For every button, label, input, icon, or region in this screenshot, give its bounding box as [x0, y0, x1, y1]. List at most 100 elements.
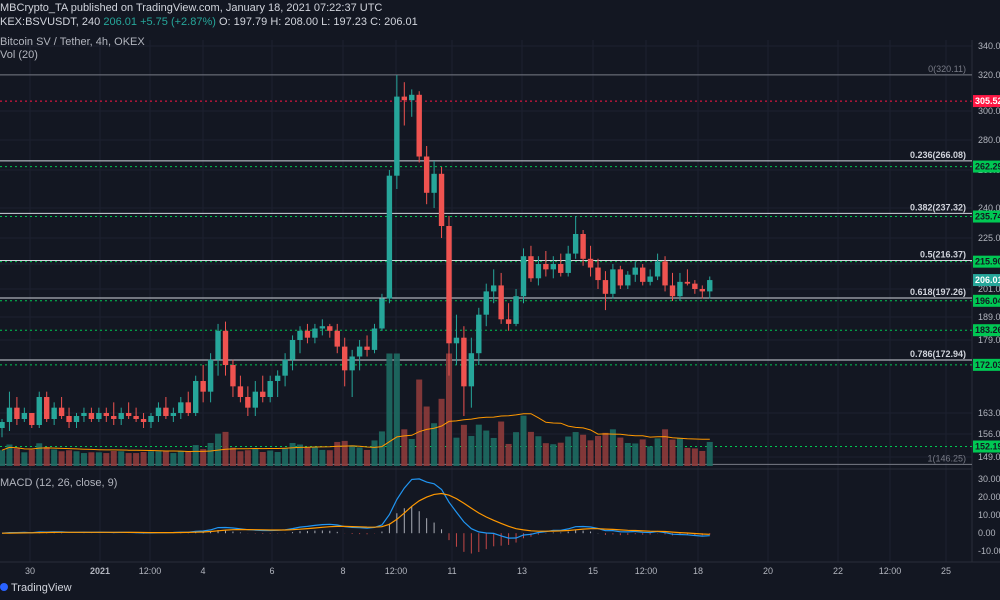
volume-ma-line — [1, 413, 710, 453]
candle-body — [699, 289, 705, 292]
candle-body — [692, 283, 698, 289]
price-tick: 320.00 — [978, 70, 1000, 80]
candle-body — [193, 381, 199, 413]
fib-label: 0.618(197.26) — [910, 287, 966, 297]
volume-bar — [609, 429, 616, 466]
low: L: 197.23 — [321, 16, 367, 28]
candle-body — [118, 413, 124, 419]
candle-body — [409, 94, 415, 101]
candle-body — [379, 298, 385, 329]
candle-body — [327, 326, 333, 331]
candle-body — [0, 422, 5, 428]
candle-body — [170, 413, 177, 416]
time-tick: 22 — [833, 566, 843, 576]
price-axis[interactable]: 340.00320.00300.00280.00260.00240.00225.… — [973, 41, 1000, 556]
volume-bar — [267, 450, 274, 466]
candle-body — [640, 267, 646, 282]
support-tag: 262.29 — [975, 162, 1000, 172]
macd-tick: 10.00 — [978, 510, 1000, 520]
volume-bar — [505, 443, 512, 466]
time-axis[interactable]: 30 2021 12:00 4 6 8 12:00 11 13 15 12:00 18 20 22 12:0… — [25, 566, 951, 576]
price-change: +5.75 (+2.87%) — [140, 16, 216, 28]
volume-bar — [282, 448, 289, 466]
chart-title: Bitcoin SV / Tether, 4h, OKEX — [0, 36, 145, 48]
candle-body — [662, 261, 668, 286]
candle-body — [260, 391, 266, 398]
candle-body — [505, 319, 512, 324]
price-tick: 163.00 — [978, 408, 1000, 418]
candle-body — [81, 413, 87, 416]
candle-body — [342, 346, 348, 371]
candle-body — [103, 413, 109, 416]
close: C: 206.01 — [370, 16, 418, 28]
candle-body — [625, 274, 631, 286]
candle-body — [513, 296, 519, 324]
volume-bar — [602, 432, 609, 466]
candle-body — [230, 365, 236, 387]
volume-bar — [289, 442, 296, 466]
publish-info: MBCrypto_TA published on TradingView.com… — [0, 2, 383, 14]
candle-body — [125, 413, 132, 416]
volume-bar — [103, 453, 110, 466]
candle-body — [304, 330, 311, 338]
macd-label[interactable]: MACD (12, 26, close, 9) — [0, 477, 118, 489]
volume-bar — [587, 440, 594, 466]
symbol[interactable]: KEX:BSVUSDT, 240 — [0, 16, 101, 28]
volume-bar — [446, 353, 452, 466]
time-tick: 13 — [517, 566, 527, 576]
candle-body — [222, 330, 229, 366]
volume-bar — [468, 435, 475, 466]
high: H: 208.00 — [270, 16, 319, 28]
volume-bar — [527, 431, 534, 466]
candle-body — [572, 234, 579, 254]
candle-body — [178, 402, 184, 413]
support-tag-bg — [973, 255, 1000, 268]
volume-bar — [177, 451, 184, 466]
volume-label[interactable]: Vol (20) — [0, 49, 38, 61]
candle-body — [476, 314, 482, 354]
volume-bar — [520, 415, 527, 466]
volume-bar — [595, 435, 601, 466]
volume-bar — [691, 448, 698, 466]
volume-bars — [0, 353, 713, 466]
volume-bar — [185, 451, 192, 466]
candle-body — [617, 269, 624, 286]
volume-bar — [498, 421, 505, 466]
candle-body — [51, 407, 57, 419]
volume-bar — [416, 379, 423, 466]
volume-bar — [133, 453, 140, 466]
fib-label: 0.236(266.08) — [910, 150, 966, 160]
volume-bar — [565, 436, 572, 466]
macd-tick: -10.00 — [978, 546, 1000, 556]
last-price: 206.01 — [103, 16, 137, 28]
price-tick: 300.00 — [978, 106, 1000, 116]
volume-bar — [73, 451, 80, 466]
volume-bar — [252, 448, 259, 466]
fib-label: 0(320.11) — [928, 64, 966, 74]
volume-bar — [580, 434, 587, 466]
time-tick: 12:00 — [635, 566, 658, 576]
candle-body — [207, 359, 214, 392]
fib-label: 0.382(237.32) — [910, 202, 966, 212]
candle-body — [423, 156, 430, 193]
candles — [0, 75, 713, 438]
candle-body — [111, 416, 117, 419]
candle-body — [438, 173, 445, 226]
last-price-tag: 206.01 — [975, 275, 1000, 285]
candle-body — [565, 253, 571, 273]
volume-bar — [393, 353, 400, 466]
support-tag: 152.19 — [975, 442, 1000, 452]
volume-bar — [192, 445, 199, 466]
volume-bar — [371, 440, 378, 466]
candle-body — [334, 330, 340, 347]
volume-bar — [341, 440, 348, 466]
volume-bar — [21, 452, 28, 466]
volume-bar — [542, 443, 549, 466]
candle-body — [319, 326, 326, 329]
candle-body — [610, 269, 616, 294]
candle-body — [245, 397, 251, 408]
resistance-tag-bg — [973, 95, 1000, 108]
volume-bar — [453, 437, 460, 466]
candle-body — [29, 413, 35, 425]
